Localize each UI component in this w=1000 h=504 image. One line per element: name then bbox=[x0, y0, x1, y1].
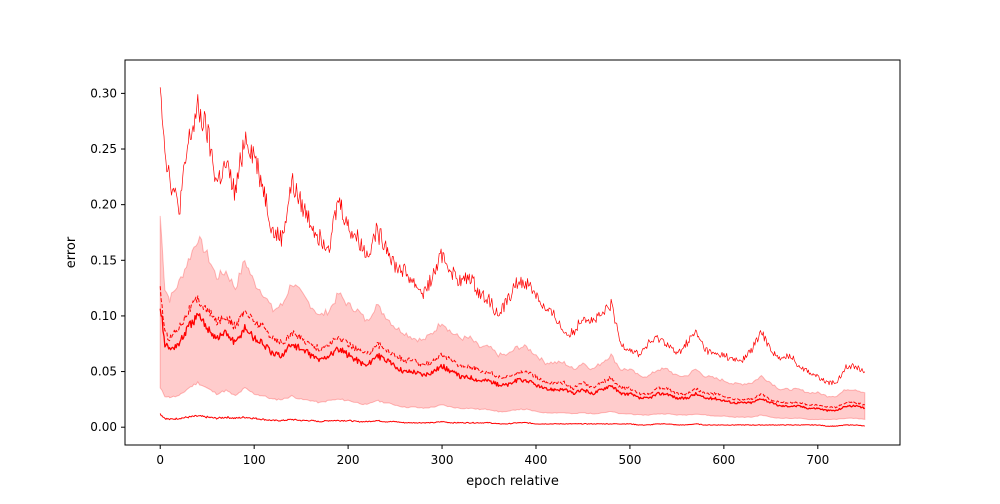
y-tick-label: 0.05 bbox=[90, 365, 117, 379]
x-tick-label: 100 bbox=[243, 453, 266, 467]
band-layer bbox=[159, 215, 866, 421]
x-tick-label: 200 bbox=[337, 453, 360, 467]
x-tick-label: 400 bbox=[525, 453, 548, 467]
std-band bbox=[159, 215, 866, 421]
x-tick-label: 0 bbox=[156, 453, 164, 467]
series-line-upper bbox=[159, 286, 866, 409]
series-line-mean bbox=[159, 308, 865, 412]
x-axis-ticks: 0 100 200 300 400 500 600 700 bbox=[156, 445, 829, 467]
y-tick-label: 0.20 bbox=[90, 198, 117, 212]
plot-frame bbox=[124, 59, 901, 446]
y-axis-ticks: 0.00 0.05 0.10 0.15 0.20 0.25 0.30 bbox=[90, 86, 125, 434]
series-line-max bbox=[159, 87, 866, 386]
x-tick-label: 300 bbox=[431, 453, 454, 467]
y-tick-label: 0.15 bbox=[90, 253, 117, 267]
series-layer bbox=[159, 87, 866, 427]
x-tick-label: 500 bbox=[618, 453, 641, 467]
y-tick-label: 0.10 bbox=[90, 309, 117, 323]
y-axis-label: error bbox=[64, 236, 79, 268]
y-tick-label: 0.30 bbox=[90, 86, 117, 100]
series-line-min bbox=[159, 413, 865, 427]
x-tick-label: 700 bbox=[806, 453, 829, 467]
x-tick-label: 600 bbox=[712, 453, 735, 467]
y-tick-label: 0.25 bbox=[90, 142, 117, 156]
x-axis-label: epoch relative bbox=[466, 474, 559, 489]
y-tick-label: 0.00 bbox=[90, 420, 117, 434]
